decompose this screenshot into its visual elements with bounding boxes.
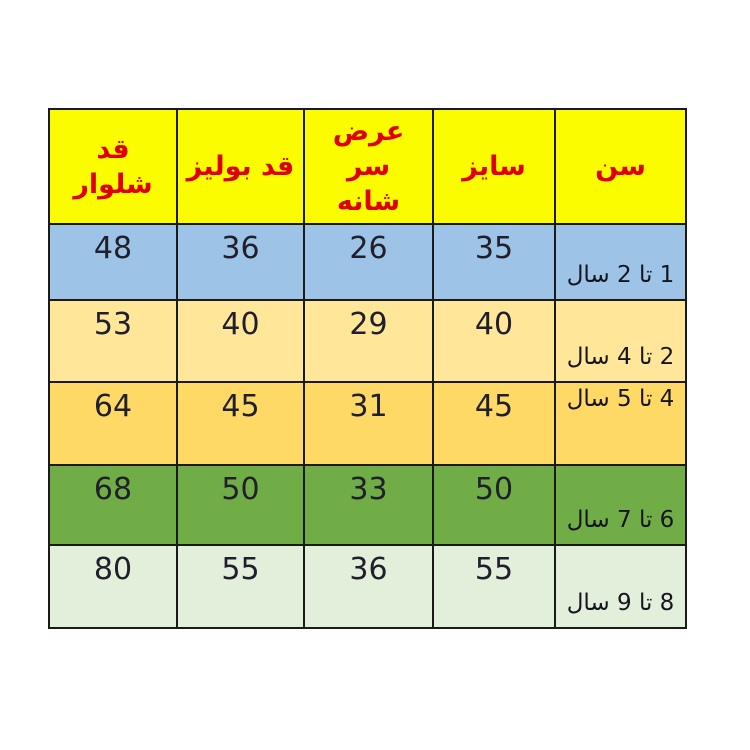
table-row-age-8-9: 8 تا 9 سال 55 36 55 80 [48, 544, 687, 630]
age-cell: 2 تا 4 سال [554, 299, 687, 384]
age-cell: 6 تا 7 سال [554, 464, 687, 547]
header-size: سایز [432, 107, 556, 226]
header-blouse-length: قد بولیز [176, 107, 305, 226]
shoulder-width-cell: 36 [303, 544, 434, 630]
blouse-length-cell: 36 [176, 223, 305, 302]
shoulder-width-cell: 31 [303, 381, 434, 467]
pants-length-cell: 64 [48, 381, 178, 467]
table-row-age-4-5: 4 تا 5 سال 45 31 45 64 [48, 381, 687, 467]
pants-length-cell: 53 [48, 299, 178, 384]
blouse-length-cell: 50 [176, 464, 305, 547]
shoulder-width-cell: 29 [303, 299, 434, 384]
size-cell: 45 [432, 381, 556, 467]
header-age: سن [554, 107, 687, 226]
shoulder-width-cell: 26 [303, 223, 434, 302]
blouse-length-cell: 45 [176, 381, 305, 467]
table-row-age-2-4: 2 تا 4 سال 40 29 40 53 [48, 299, 687, 384]
header-row: سن سایز عرض سر شانه قد بولیز قد شلوار [48, 107, 687, 226]
age-cell: 8 تا 9 سال [554, 544, 687, 630]
age-cell: 4 تا 5 سال [554, 381, 687, 467]
size-cell: 35 [432, 223, 556, 302]
size-chart-table: سن سایز عرض سر شانه قد بولیز قد شلوار 1 … [48, 107, 687, 630]
blouse-length-cell: 55 [176, 544, 305, 630]
size-cell: 50 [432, 464, 556, 547]
header-shoulder-width: عرض سر شانه [303, 107, 434, 226]
size-cell: 40 [432, 299, 556, 384]
table-row-age-6-7: 6 تا 7 سال 50 33 50 68 [48, 464, 687, 547]
shoulder-width-cell: 33 [303, 464, 434, 547]
pants-length-cell: 68 [48, 464, 178, 547]
size-cell: 55 [432, 544, 556, 630]
pants-length-cell: 48 [48, 223, 178, 302]
blouse-length-cell: 40 [176, 299, 305, 384]
pants-length-cell: 80 [48, 544, 178, 630]
header-pants-length: قد شلوار [48, 107, 178, 226]
table-row-age-1-2: 1 تا 2 سال 35 26 36 48 [48, 223, 687, 302]
age-cell: 1 تا 2 سال [554, 223, 687, 302]
